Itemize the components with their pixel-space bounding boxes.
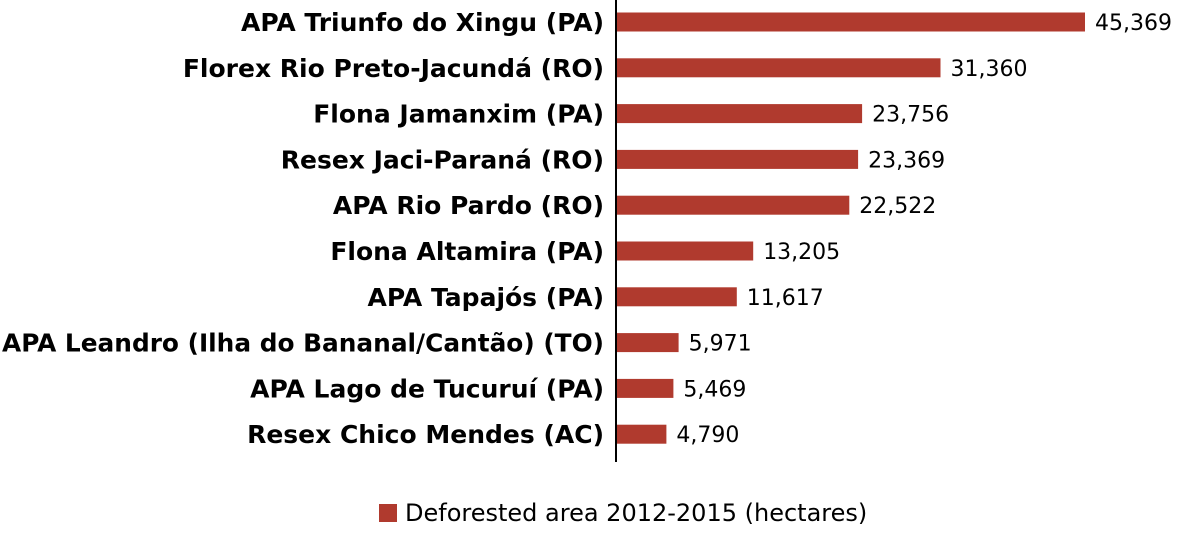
category-label: APA Rio Pardo (RO) [333, 191, 604, 220]
category-label: APA Tapajós (PA) [368, 283, 604, 312]
category-label: APA Leandro (Ilha do Bananal/Cantão) (TO… [2, 329, 604, 358]
bar [617, 149, 859, 169]
value-label: 23,369 [868, 148, 945, 173]
value-label: 5,469 [683, 377, 746, 402]
value-label: 4,790 [676, 423, 739, 448]
category-label: Resex Jaci-Paraná (RO) [281, 145, 604, 174]
bar [617, 12, 1085, 32]
category-label: Flona Jamanxim (PA) [313, 100, 604, 129]
category-label: Flona Altamira (PA) [330, 237, 604, 266]
bar [617, 333, 679, 353]
value-label: 11,617 [747, 286, 824, 311]
bar [617, 58, 941, 78]
bar [617, 424, 667, 444]
bar-group [617, 12, 1085, 444]
legend: Deforested area 2012-2015 (hectares) [379, 499, 867, 527]
category-label: Resex Chico Mendes (AC) [247, 420, 604, 449]
legend-label: Deforested area 2012-2015 (hectares) [405, 499, 867, 527]
legend-swatch [379, 504, 397, 522]
category-label: Florex Rio Preto-Jacundá (RO) [183, 54, 604, 83]
value-label: 23,756 [872, 103, 949, 128]
category-label: APA Lago de Tucuruí (PA) [250, 374, 604, 403]
bar [617, 378, 674, 398]
value-label: 22,522 [859, 194, 936, 219]
bar [617, 104, 863, 124]
category-label: APA Triunfo do Xingu (PA) [241, 8, 604, 37]
bar [617, 241, 754, 261]
value-label: 45,369 [1095, 11, 1172, 36]
bar [617, 287, 737, 307]
bar [617, 195, 850, 215]
value-label: 31,360 [951, 57, 1028, 82]
category-label-group: APA Triunfo do Xingu (PA) Florex Rio Pret… [2, 8, 604, 449]
value-label: 13,205 [763, 240, 840, 265]
value-label: 5,971 [689, 332, 752, 357]
